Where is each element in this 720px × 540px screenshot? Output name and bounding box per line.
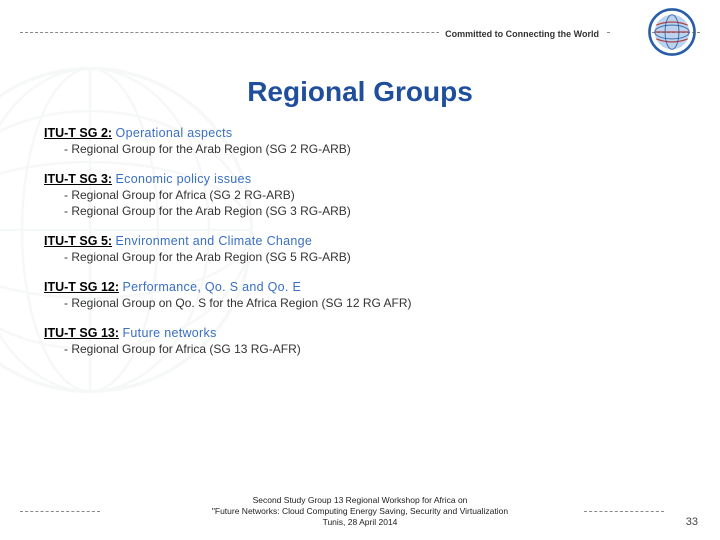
list-item: Regional Group on Qo. S for the Africa R…	[64, 296, 676, 310]
list-item: Regional Group for the Arab Region (SG 5…	[64, 250, 676, 264]
page-number: 33	[686, 516, 698, 528]
section-prefix: ITU-T SG 12:	[44, 280, 119, 294]
section-topic: Economic policy issues	[116, 172, 252, 186]
section-heading: ITU-T SG 5: Environment and Climate Chan…	[44, 234, 676, 248]
header: Committed to Connecting the World	[0, 0, 720, 58]
section-heading: ITU-T SG 3: Economic policy issues	[44, 172, 676, 186]
section-sg13: ITU-T SG 13: Future networks Regional Gr…	[44, 326, 676, 356]
footer: Second Study Group 13 Regional Workshop …	[0, 495, 720, 528]
list-item: Regional Group for Africa (SG 13 RG-AFR)	[64, 342, 676, 356]
content: ITU-T SG 2: Operational aspects Regional…	[0, 126, 720, 356]
section-prefix: ITU-T SG 3:	[44, 172, 112, 186]
list-item: Regional Group for the Arab Region (SG 2…	[64, 142, 676, 156]
section-sg12: ITU-T SG 12: Performance, Qo. S and Qo. …	[44, 280, 676, 310]
section-topic: Performance, Qo. S and Qo. E	[123, 280, 302, 294]
section-prefix: ITU-T SG 13:	[44, 326, 119, 340]
section-prefix: ITU-T SG 2:	[44, 126, 112, 140]
section-topic: Future networks	[123, 326, 217, 340]
footer-divider-left	[20, 511, 100, 512]
section-heading: ITU-T SG 2: Operational aspects	[44, 126, 676, 140]
footer-line1: Second Study Group 13 Regional Workshop …	[140, 495, 580, 506]
section-topic: Environment and Climate Change	[116, 234, 313, 248]
section-sg5: ITU-T SG 5: Environment and Climate Chan…	[44, 234, 676, 264]
footer-divider-right	[584, 511, 664, 512]
section-sg3: ITU-T SG 3: Economic policy issues Regio…	[44, 172, 676, 218]
section-prefix: ITU-T SG 5:	[44, 234, 112, 248]
itu-logo-icon	[646, 6, 698, 58]
section-topic: Operational aspects	[116, 126, 233, 140]
list-item: Regional Group for Africa (SG 2 RG-ARB)	[64, 188, 676, 202]
footer-line2: "Future Networks: Cloud Computing Energy…	[140, 506, 580, 517]
footer-line3: Tunis, 28 April 2014	[140, 517, 580, 528]
section-heading: ITU-T SG 13: Future networks	[44, 326, 676, 340]
section-heading: ITU-T SG 12: Performance, Qo. S and Qo. …	[44, 280, 676, 294]
tagline: Committed to Connecting the World	[439, 29, 605, 39]
section-sg2: ITU-T SG 2: Operational aspects Regional…	[44, 126, 676, 156]
list-item: Regional Group for the Arab Region (SG 3…	[64, 204, 676, 218]
page-title: Regional Groups	[0, 76, 720, 108]
